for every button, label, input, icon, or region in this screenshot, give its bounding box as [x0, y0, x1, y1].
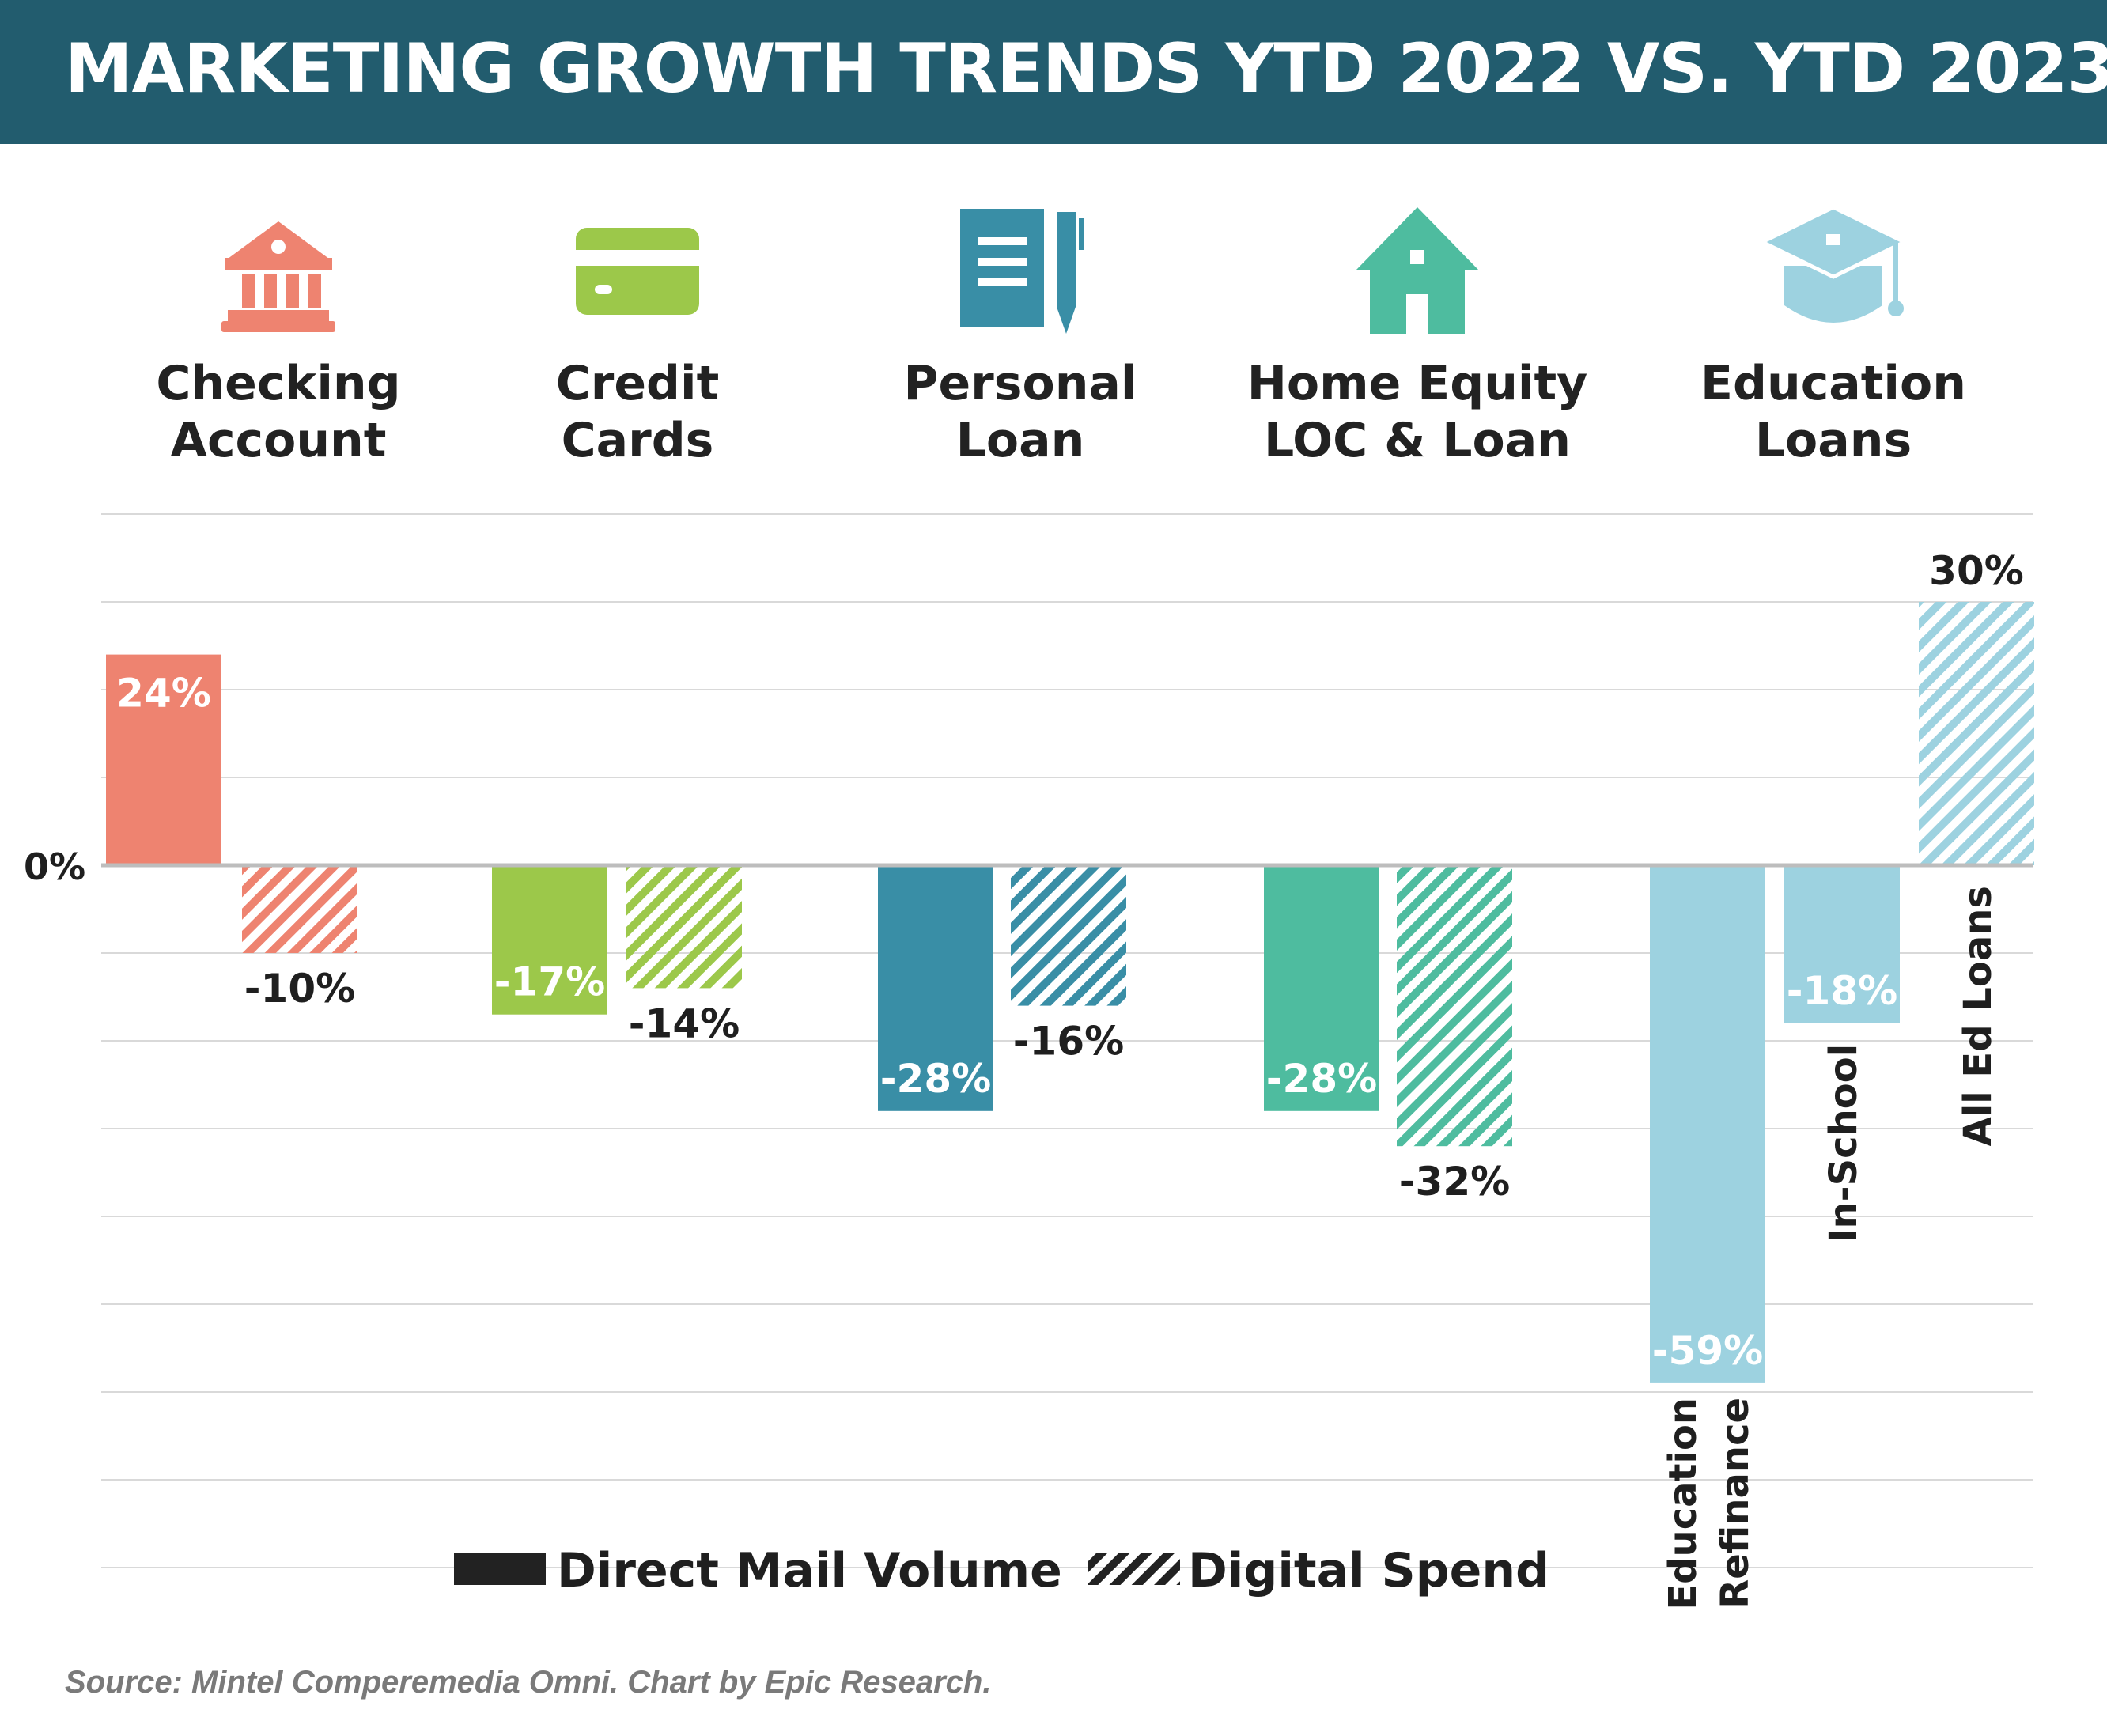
- bar-value-label: -28%: [1266, 1056, 1377, 1102]
- digital-spend-bar: [1397, 865, 1512, 1147]
- bar-sublabel: Refinance: [1713, 1397, 1757, 1609]
- bar-value-label: -17%: [494, 959, 605, 1005]
- direct-mail-bar: [1264, 865, 1379, 1111]
- document-pen-icon: [960, 209, 1084, 334]
- category-label: Checking Account: [156, 356, 400, 468]
- legend-label: Digital Spend: [1188, 1543, 1549, 1598]
- bar-value-label: -28%: [880, 1056, 991, 1102]
- digital-spend-bar: [1011, 865, 1126, 1006]
- bar-value-label: -18%: [1787, 968, 1897, 1014]
- legend: Direct Mail Volume Digital Spend: [454, 1543, 1549, 1598]
- category-label: Home Equity LOC & Loan: [1247, 356, 1588, 468]
- bar-sublabel: In-School: [1821, 1044, 1866, 1243]
- source-note: Source: Mintel Comperemedia Omni. Chart …: [65, 1665, 992, 1700]
- category-label: Credit Cards: [556, 356, 720, 468]
- house-icon: [1356, 207, 1479, 334]
- digital-spend-bar: [1919, 602, 2034, 865]
- direct-mail-bar: [878, 865, 993, 1111]
- category-label: Personal Loan: [904, 356, 1137, 468]
- category-label: Education Loans: [1700, 356, 1966, 468]
- legend-swatch-solid: [454, 1553, 546, 1585]
- graduation-cap-icon: [1757, 205, 1909, 323]
- bar-chart: Checking Account Credit Cards Personal Loan Ho…: [24, 205, 2034, 1610]
- zero-axis-label: 0%: [24, 845, 85, 888]
- bar-sublabel: All Ed Loans: [1956, 886, 2000, 1146]
- direct-mail-bar: [106, 654, 221, 865]
- legend-swatch-hatched: [1088, 1553, 1180, 1585]
- title-banner: MARKETING GROWTH TRENDS YTD 2022 VS. YTD…: [0, 0, 2107, 144]
- bar-value-label: -32%: [1399, 1159, 1510, 1205]
- bar-value-label: -16%: [1013, 1019, 1124, 1065]
- digital-spend-bar: [242, 865, 357, 953]
- bar-value-label: 24%: [116, 671, 211, 717]
- direct-mail-bar: [492, 865, 607, 1015]
- direct-mail-bar: [1650, 865, 1765, 1383]
- legend-label: Direct Mail Volume: [557, 1543, 1062, 1598]
- direct-mail-bar: [1784, 865, 1900, 1023]
- bar-sublabel: Education: [1661, 1397, 1705, 1610]
- bar-value-label: -14%: [629, 1000, 740, 1046]
- digital-spend-bar: [626, 865, 742, 989]
- bar-value-label: -10%: [244, 966, 355, 1012]
- credit-card-icon: [576, 228, 699, 315]
- bank-icon: [221, 221, 335, 332]
- bar-value-label: -59%: [1652, 1328, 1763, 1374]
- chart-title: MARKETING GROWTH TRENDS YTD 2022 VS. YTD…: [65, 29, 2107, 108]
- gridlines: [101, 513, 2033, 1568]
- bar-value-label: 30%: [1929, 548, 2024, 594]
